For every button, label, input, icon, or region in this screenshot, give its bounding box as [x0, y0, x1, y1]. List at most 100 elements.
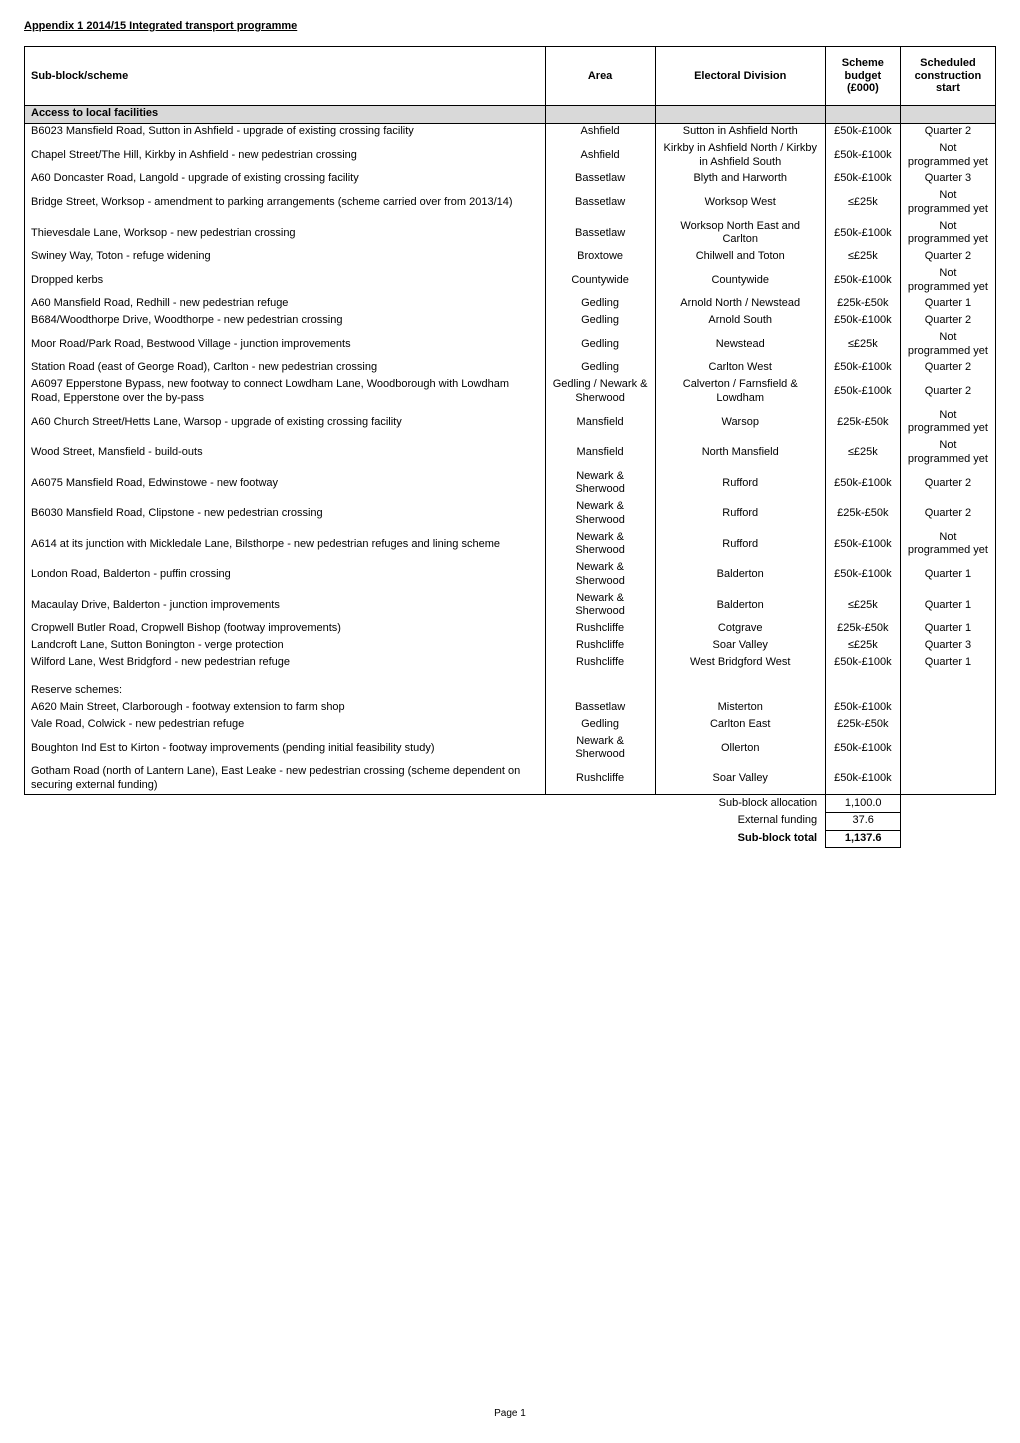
cell-area: Newark & Sherwood — [545, 560, 655, 591]
cell-area: Gedling / Newark & Sherwood — [545, 377, 655, 408]
cell-division: Newstead — [655, 329, 825, 360]
cell-start: Quarter 1 — [900, 560, 995, 591]
cell-start: Not programmed yet — [900, 438, 995, 469]
cell-scheme: Dropped kerbs — [25, 265, 546, 296]
cell-scheme: Cropwell Butler Road, Cropwell Bishop (f… — [25, 621, 546, 638]
cell-scheme: A6075 Mansfield Road, Edwinstowe - new f… — [25, 468, 546, 499]
cell-division: Warsop — [655, 407, 825, 438]
cell-area: Rushcliffe — [545, 637, 655, 654]
cell-scheme: Bridge Street, Worksop - amendment to pa… — [25, 188, 546, 219]
cell-area: Countywide — [545, 265, 655, 296]
cell-area: Rushcliffe — [545, 654, 655, 671]
cell-area: Gedling — [545, 313, 655, 330]
cell-scheme: B6030 Mansfield Road, Clipstone - new pe… — [25, 499, 546, 530]
spacer-row — [25, 671, 996, 683]
totals-ext: External funding 37.6 — [24, 812, 996, 830]
cell-budget: £50k-£100k — [825, 764, 900, 795]
cell-division: Ollerton — [655, 733, 825, 764]
cell-start: Quarter 1 — [900, 590, 995, 621]
cell-division: Soar Valley — [655, 764, 825, 795]
cell-budget: £25k-£50k — [825, 296, 900, 313]
cell-area: Gedling — [545, 296, 655, 313]
col-start: Scheduled construction start — [900, 47, 995, 106]
cell-scheme: A60 Church Street/Hetts Lane, Warsop - u… — [25, 407, 546, 438]
cell-budget: £50k-£100k — [825, 468, 900, 499]
cell-budget: ≤£25k — [825, 637, 900, 654]
cell-start: Quarter 1 — [900, 621, 995, 638]
cell-budget: £50k-£100k — [825, 171, 900, 188]
cell-start: Not programmed yet — [900, 329, 995, 360]
cell-scheme: Wilford Lane, West Bridgford - new pedes… — [25, 654, 546, 671]
cell-area: Mansfield — [545, 407, 655, 438]
cell-area: Broxtowe — [545, 249, 655, 266]
table-row: Wilford Lane, West Bridgford - new pedes… — [25, 654, 996, 671]
cell-budget: £25k-£50k — [825, 716, 900, 733]
cell-start: Not programmed yet — [900, 140, 995, 171]
cell-division: Carlton West — [655, 360, 825, 377]
cell-budget: ≤£25k — [825, 249, 900, 266]
table-row: Dropped kerbsCountywideCountywide£50k-£1… — [25, 265, 996, 296]
cell-budget: £50k-£100k — [825, 377, 900, 408]
cell-division: Worksop North East and Carlton — [655, 218, 825, 249]
cell-division: Misterton — [655, 700, 825, 717]
cell-scheme: Station Road (east of George Road), Carl… — [25, 360, 546, 377]
cell-division: North Mansfield — [655, 438, 825, 469]
cell-scheme: Wood Street, Mansfield - build-outs — [25, 438, 546, 469]
table-row: Macaulay Drive, Balderton - junction imp… — [25, 590, 996, 621]
cell-start: Quarter 1 — [900, 296, 995, 313]
cell-scheme: A620 Main Street, Clarborough - footway … — [25, 700, 546, 717]
cell-division: Balderton — [655, 590, 825, 621]
cell-area: Bassetlaw — [545, 700, 655, 717]
cell-start: Quarter 1 — [900, 654, 995, 671]
cell-area: Bassetlaw — [545, 171, 655, 188]
table-row: Gotham Road (north of Lantern Lane), Eas… — [25, 764, 996, 795]
cell-budget: £50k-£100k — [825, 654, 900, 671]
cell-area: Mansfield — [545, 438, 655, 469]
cell-start: Quarter 2 — [900, 377, 995, 408]
col-budget: Scheme budget (£000) — [825, 47, 900, 106]
cell-scheme: Gotham Road (north of Lantern Lane), Eas… — [25, 764, 546, 795]
col-area: Area — [545, 47, 655, 106]
totals-total-label: Sub-block total — [655, 830, 825, 848]
cell-scheme: A614 at its junction with Mickledale Lan… — [25, 529, 546, 560]
table-row: Swiney Way, Toton - refuge wideningBroxt… — [25, 249, 996, 266]
cell-area: Bassetlaw — [545, 188, 655, 219]
table-row: B6023 Mansfield Road, Sutton in Ashfield… — [25, 123, 996, 140]
cell-scheme: Thievesdale Lane, Worksop - new pedestri… — [25, 218, 546, 249]
table-row: Landcroft Lane, Sutton Bonington - verge… — [25, 637, 996, 654]
cell-division: Arnold South — [655, 313, 825, 330]
cell-area: Bassetlaw — [545, 218, 655, 249]
totals-alloc: Sub-block allocation 1,100.0 — [24, 795, 996, 813]
cell-start — [900, 716, 995, 733]
cell-budget: £50k-£100k — [825, 700, 900, 717]
cell-start: Not programmed yet — [900, 188, 995, 219]
cell-scheme: Boughton Ind Est to Kirton - footway imp… — [25, 733, 546, 764]
cell-area: Gedling — [545, 329, 655, 360]
totals-ext-value: 37.6 — [826, 812, 901, 830]
col-division: Electoral Division — [655, 47, 825, 106]
cell-division: Kirkby in Ashfield North / Kirkby in Ash… — [655, 140, 825, 171]
cell-division: Countywide — [655, 265, 825, 296]
cell-start: Not programmed yet — [900, 265, 995, 296]
cell-division: Chilwell and Toton — [655, 249, 825, 266]
cell-start: Not programmed yet — [900, 407, 995, 438]
table-row: A60 Church Street/Hetts Lane, Warsop - u… — [25, 407, 996, 438]
totals-alloc-label: Sub-block allocation — [655, 795, 825, 813]
cell-budget: ≤£25k — [825, 329, 900, 360]
totals-total: Sub-block total 1,137.6 — [24, 830, 996, 848]
table-row: Thievesdale Lane, Worksop - new pedestri… — [25, 218, 996, 249]
cell-budget: £50k-£100k — [825, 560, 900, 591]
cell-division: Rufford — [655, 499, 825, 530]
cell-start: Quarter 3 — [900, 171, 995, 188]
cell-budget: £50k-£100k — [825, 529, 900, 560]
table-row: Vale Road, Colwick - new pedestrian refu… — [25, 716, 996, 733]
table-row: Chapel Street/The Hill, Kirkby in Ashfie… — [25, 140, 996, 171]
cell-area: Newark & Sherwood — [545, 733, 655, 764]
cell-budget: £25k-£50k — [825, 621, 900, 638]
cell-start: Quarter 2 — [900, 468, 995, 499]
table-row: Boughton Ind Est to Kirton - footway imp… — [25, 733, 996, 764]
cell-area: Gedling — [545, 360, 655, 377]
cell-division: Sutton in Ashfield North — [655, 123, 825, 140]
table-row: Bridge Street, Worksop - amendment to pa… — [25, 188, 996, 219]
table-row: London Road, Balderton - puffin crossing… — [25, 560, 996, 591]
